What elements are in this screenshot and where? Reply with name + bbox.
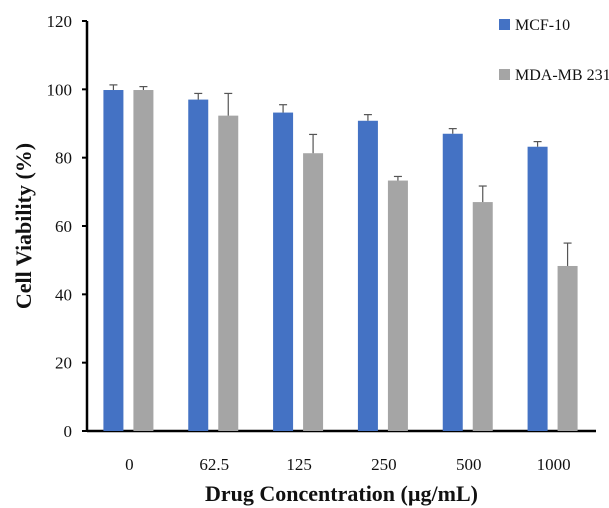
bar-mcf10-5 (527, 146, 548, 431)
y-tick-label: 120 (47, 12, 73, 31)
y-tick-label: 20 (55, 354, 72, 373)
x-tick-label: 1000 (537, 455, 571, 474)
bar-mdamb231-3 (387, 180, 408, 431)
bar-mdamb231-0 (133, 90, 154, 432)
bars-layer (103, 84, 578, 432)
x-tick-label: 250 (371, 455, 397, 474)
legend: MCF-10 MDA-MB 231 (499, 17, 609, 84)
y-tick-label: 60 (55, 217, 72, 236)
y-tick-label: 80 (55, 149, 72, 168)
y-axis-label: Cell Viability (%) (11, 143, 36, 309)
ticks-layer: 0 20 40 60 80 100 120 0 62.5 125 250 500 1000 (47, 12, 571, 474)
x-tick-label: 500 (456, 455, 482, 474)
y-tick-label: 40 (55, 285, 72, 304)
bar-mcf10-4 (442, 133, 463, 431)
bar-mdamb231-1 (218, 115, 239, 432)
x-tick-label: 0 (125, 455, 134, 474)
bar-mcf10-2 (273, 112, 294, 432)
legend-label-mcf10: MCF-10 (515, 17, 570, 34)
bar-mdamb231-5 (557, 265, 578, 431)
legend-swatch-mcf10 (499, 19, 510, 30)
y-tick-label: 0 (64, 422, 73, 441)
bar-mdamb231-4 (472, 202, 493, 431)
x-tick-label: 62.5 (199, 455, 229, 474)
legend-swatch-mdamb231 (499, 69, 510, 80)
x-tick-label: 125 (286, 455, 312, 474)
x-axis-label: Drug Concentration (µg/mL) (205, 481, 478, 506)
bar-mcf10-3 (357, 120, 378, 432)
y-tick-label: 100 (47, 80, 73, 99)
bar-mdamb231-2 (303, 153, 324, 431)
bar-mcf10-1 (188, 99, 209, 431)
bar-mcf10-0 (103, 90, 124, 432)
legend-label-mdamb231: MDA-MB 231 (515, 67, 609, 84)
